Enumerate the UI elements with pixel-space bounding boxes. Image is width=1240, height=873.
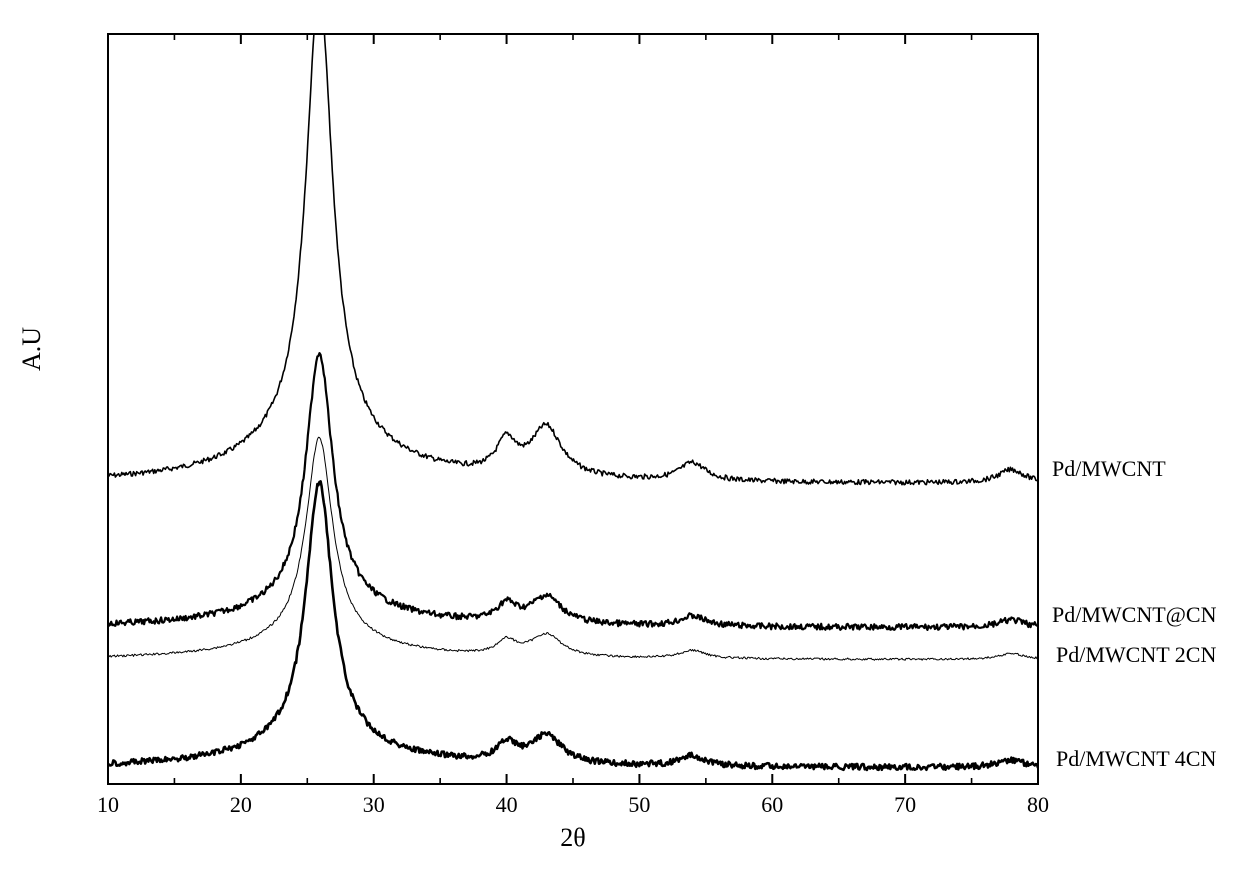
y-axis-label: A.U: [17, 327, 46, 371]
x-axis-label: 2θ: [560, 823, 585, 852]
series-label: Pd/MWCNT@CN: [1052, 602, 1217, 627]
x-tick-label: 30: [363, 792, 385, 817]
plot-frame: [108, 34, 1038, 784]
x-tick-label: 10: [97, 792, 119, 817]
xrd-trace-Pd/MWCNT: [108, 0, 1038, 485]
x-tick-label: 40: [496, 792, 518, 817]
series-label: Pd/MWCNT 2CN: [1056, 642, 1216, 667]
xrd-trace-Pd/MWCNT@CN: [108, 353, 1038, 630]
series-label: Pd/MWCNT 4CN: [1056, 746, 1216, 771]
x-tick-label: 50: [628, 792, 650, 817]
x-tick-label: 20: [230, 792, 252, 817]
chart-svg: 10 20 30 40 50 60 70 80 2θ A.U Pd/MWCNT Pd/MWCNT@CN…: [0, 0, 1240, 873]
x-tick-label: 70: [894, 792, 916, 817]
xrd-chart: 10 20 30 40 50 60 70 80 2θ A.U Pd/MWCNT Pd/MWCNT@CN…: [0, 0, 1240, 873]
x-tick-label: 60: [761, 792, 783, 817]
x-tick-label: 80: [1027, 792, 1049, 817]
series-label: Pd/MWCNT: [1052, 456, 1166, 481]
